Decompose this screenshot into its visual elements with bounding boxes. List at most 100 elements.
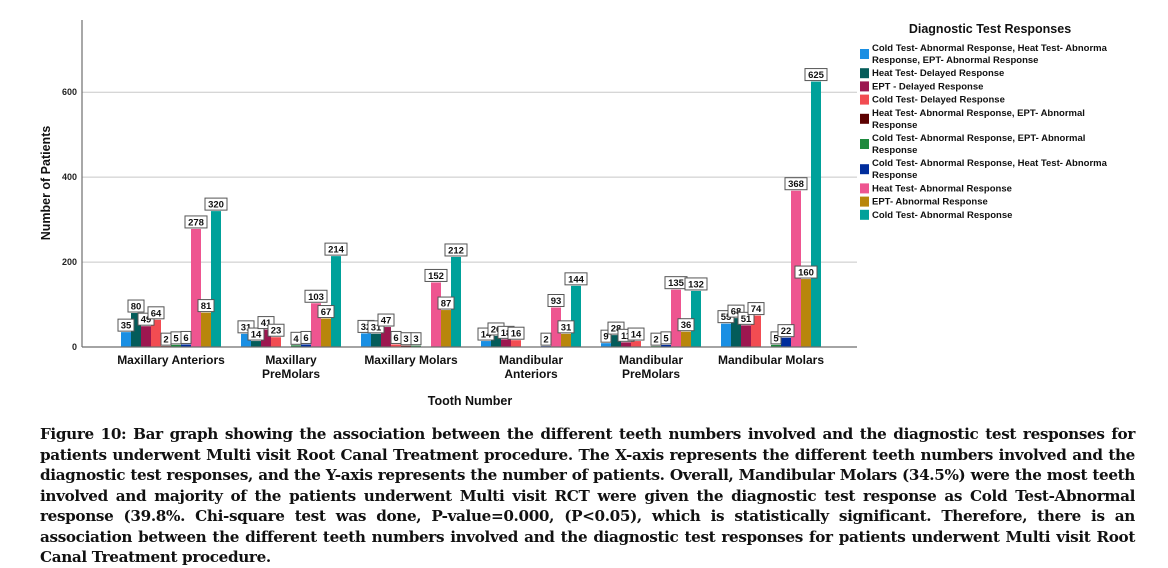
data-label-box: [747, 302, 765, 316]
legend: Diagnostic Test Responses Cold Test- Abn…: [860, 22, 1108, 221]
bar: [251, 341, 261, 347]
data-label: 22: [781, 326, 792, 337]
bar: [721, 323, 731, 347]
bar: [441, 310, 451, 347]
bar: [691, 290, 701, 347]
data-label-box: [804, 68, 828, 82]
legend-label: Response: [872, 145, 917, 156]
legend-label: EPT- Abnormal Response: [872, 197, 988, 208]
data-label: 80: [131, 302, 142, 313]
data-label: 3: [403, 334, 408, 345]
legend-swatch: [860, 68, 869, 79]
data-label: 51: [741, 314, 752, 325]
data-label: 132: [688, 279, 704, 290]
data-label: 4: [293, 334, 299, 345]
legend-label: Cold Test- Abnormal Response: [872, 210, 1012, 221]
data-label-box: [540, 332, 552, 346]
legend-swatch: [860, 81, 869, 92]
legend-label: Cold Test- Delayed Response: [872, 95, 1005, 106]
data-label-box: [317, 305, 335, 319]
legend-swatch: [860, 113, 869, 124]
data-label: 23: [271, 326, 282, 337]
legend-label: Cold Test- Abnormal Response, EPT- Abnor…: [872, 133, 1085, 144]
data-label: 6: [303, 333, 308, 344]
data-label-box: [377, 313, 395, 327]
data-label: 16: [511, 329, 522, 340]
data-label-box: [737, 311, 755, 325]
data-label-box: [660, 331, 672, 345]
data-label-box: [117, 318, 135, 332]
data-label-box: [564, 272, 588, 286]
legend-title: Diagnostic Test Responses: [909, 22, 1071, 36]
legend-label: Response: [872, 170, 917, 181]
bar: [331, 256, 341, 347]
data-label: 160: [798, 268, 814, 279]
data-label: 135: [668, 278, 685, 289]
legend-label: Cold Test- Abnormal Response, Heat Test-…: [872, 158, 1108, 169]
bar: [801, 279, 811, 347]
bar: [121, 332, 131, 347]
bar: [371, 333, 381, 347]
bar: [751, 315, 761, 347]
data-label: 67: [321, 307, 332, 318]
bar: [201, 312, 211, 347]
data-label: 212: [448, 245, 464, 256]
y-tick-label: 400: [62, 172, 77, 182]
data-label: 31: [371, 322, 382, 333]
bar: [271, 337, 281, 347]
data-label-box: [557, 320, 575, 334]
data-label: 68: [731, 307, 742, 318]
figure-caption: Figure 10: Bar graph showing the associa…: [40, 425, 1135, 566]
bar: [681, 331, 691, 347]
legend-swatch: [860, 196, 869, 207]
x-category-label: Anteriors: [504, 367, 558, 381]
legend-label: Heat Test- Abnormal Response: [872, 183, 1012, 194]
bar: [181, 344, 191, 347]
data-label: 32: [361, 322, 372, 333]
data-label-box: [304, 289, 328, 303]
bar: [261, 329, 271, 347]
data-label: 35: [121, 321, 132, 332]
bar: [291, 345, 301, 347]
bar: [661, 344, 671, 347]
x-category-label: Maxillary Anteriors: [117, 353, 225, 367]
bar: [511, 340, 521, 347]
bar: [551, 307, 561, 347]
data-label-box: [147, 306, 165, 320]
data-label: 152: [428, 271, 444, 282]
data-label-box: [437, 296, 455, 310]
y-axis-title: Number of Patients: [39, 126, 53, 241]
data-label: 87: [441, 299, 452, 310]
data-label: 2: [543, 335, 548, 346]
legend-label: Cold Test- Abnormal Response, Heat Test-…: [872, 43, 1108, 54]
legend-swatch: [860, 49, 869, 59]
x-axis-title: Tooth Number: [428, 394, 513, 408]
legend-swatch: [860, 183, 869, 194]
data-label: 2: [163, 335, 168, 346]
bar: [391, 344, 401, 347]
bar: [451, 256, 461, 347]
bar: [411, 345, 421, 347]
data-label-box: [324, 242, 348, 256]
data-label-box: [547, 294, 565, 308]
data-label: 625: [808, 70, 825, 81]
bar: [241, 333, 251, 347]
data-label-box: [627, 327, 645, 341]
data-label-box: [410, 332, 422, 346]
bar: [781, 337, 791, 347]
bar: [771, 344, 781, 347]
y-tick-label: 200: [62, 257, 77, 267]
data-label: 320: [208, 200, 224, 211]
data-label: 103: [308, 292, 324, 303]
data-label-box: [770, 331, 782, 345]
x-category-label: Mandibular: [499, 353, 563, 367]
bar: [501, 339, 511, 347]
data-label-box: [684, 277, 708, 291]
data-label-box: [424, 268, 448, 282]
bar: [141, 326, 151, 347]
bar: [311, 303, 321, 347]
data-label-box: [127, 299, 145, 313]
data-label: 3: [413, 334, 418, 345]
